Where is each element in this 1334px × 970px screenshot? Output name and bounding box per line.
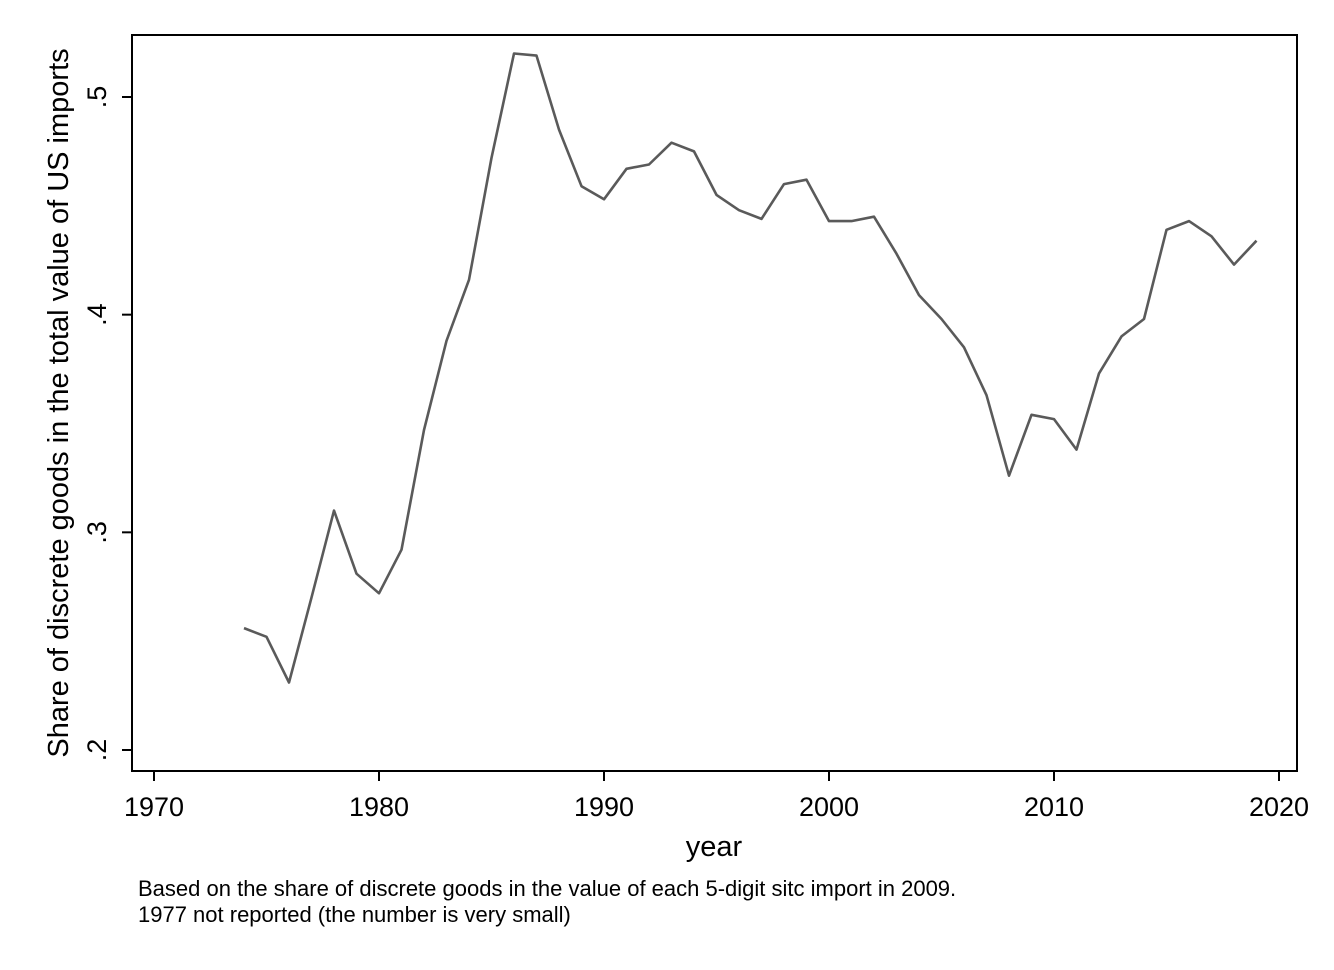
series-line [243, 52, 1258, 684]
y-tick-label: .2 [82, 739, 112, 762]
series-layer [243, 52, 1258, 684]
x-axis-title: year [686, 831, 743, 863]
y-tick-label: .4 [82, 303, 112, 326]
x-tick-label: 2010 [1024, 792, 1084, 822]
x-tick-label: 1990 [574, 792, 634, 822]
note-line-1: Based on the share of discrete goods in … [138, 876, 957, 901]
y-axis-title: Share of discrete goods in the total val… [43, 48, 75, 757]
x-axis: 1970 1980 1990 2000 2010 2020 [124, 771, 1309, 822]
x-tick-label: 1980 [349, 792, 409, 822]
y-tick-label: .5 [82, 86, 112, 109]
x-tick-label: 2020 [1249, 792, 1309, 822]
y-axis: .2 .3 .4 .5 [82, 86, 132, 762]
note-line-2: 1977 not reported (the number is very sm… [138, 902, 571, 927]
y-tick-label: .3 [82, 521, 112, 544]
plot-frame [131, 34, 1298, 772]
x-tick-label: 1970 [124, 792, 184, 822]
x-tick-label: 2000 [799, 792, 859, 822]
